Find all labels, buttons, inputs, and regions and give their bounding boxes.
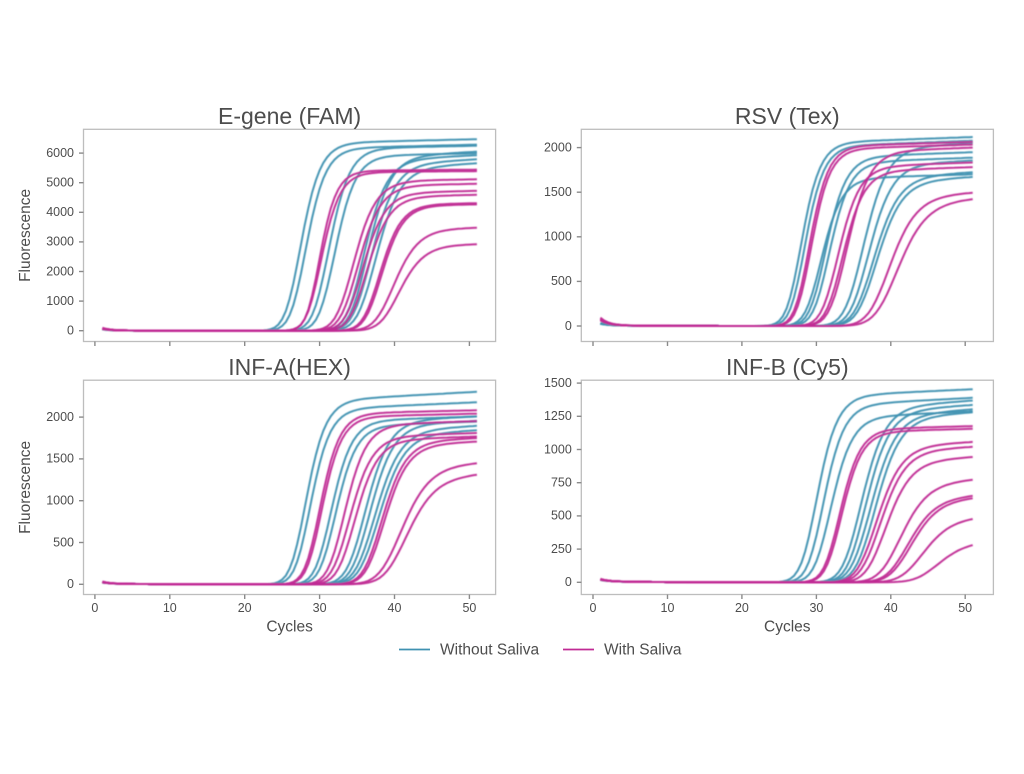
svg-text:With Saliva: With Saliva: [604, 642, 682, 659]
svg-text:20: 20: [238, 601, 252, 615]
svg-text:0: 0: [565, 319, 572, 333]
svg-text:10: 10: [661, 601, 675, 615]
svg-text:Fluorescence: Fluorescence: [17, 441, 34, 534]
svg-text:2000: 2000: [46, 410, 74, 424]
svg-text:2000: 2000: [46, 264, 74, 278]
svg-text:750: 750: [551, 475, 572, 489]
svg-text:30: 30: [809, 601, 823, 615]
svg-text:Fluorescence: Fluorescence: [17, 189, 34, 282]
svg-text:0: 0: [590, 601, 597, 615]
svg-text:500: 500: [551, 274, 572, 288]
svg-text:Without Saliva: Without Saliva: [440, 642, 539, 659]
svg-text:30: 30: [313, 601, 327, 615]
svg-text:1000: 1000: [46, 493, 74, 507]
svg-text:Cycles: Cycles: [764, 619, 811, 636]
svg-text:20: 20: [735, 601, 749, 615]
svg-text:5000: 5000: [46, 175, 74, 189]
svg-text:4000: 4000: [46, 205, 74, 219]
svg-text:INF-B (Cy5): INF-B (Cy5): [726, 354, 849, 380]
svg-text:E-gene (FAM): E-gene (FAM): [218, 103, 361, 129]
svg-text:3000: 3000: [46, 235, 74, 249]
svg-text:0: 0: [67, 323, 74, 337]
svg-text:1500: 1500: [544, 376, 572, 390]
svg-text:1500: 1500: [46, 452, 74, 466]
svg-text:40: 40: [884, 601, 898, 615]
svg-text:50: 50: [462, 601, 476, 615]
svg-text:0: 0: [67, 577, 74, 591]
svg-text:1000: 1000: [544, 442, 572, 456]
svg-text:0: 0: [91, 601, 98, 615]
svg-text:1000: 1000: [544, 230, 572, 244]
svg-text:1000: 1000: [46, 294, 74, 308]
svg-text:50: 50: [958, 601, 972, 615]
svg-text:10: 10: [163, 601, 177, 615]
svg-text:500: 500: [53, 535, 74, 549]
svg-text:INF-A(HEX): INF-A(HEX): [228, 354, 351, 380]
svg-text:0: 0: [565, 575, 572, 589]
svg-text:500: 500: [551, 509, 572, 523]
svg-text:1250: 1250: [544, 409, 572, 423]
svg-text:6000: 6000: [46, 146, 74, 160]
svg-text:250: 250: [551, 542, 572, 556]
svg-text:2000: 2000: [544, 140, 572, 154]
svg-text:40: 40: [388, 601, 402, 615]
svg-text:Cycles: Cycles: [266, 619, 313, 636]
svg-text:RSV (Tex): RSV (Tex): [735, 103, 840, 129]
svg-text:1500: 1500: [544, 185, 572, 199]
